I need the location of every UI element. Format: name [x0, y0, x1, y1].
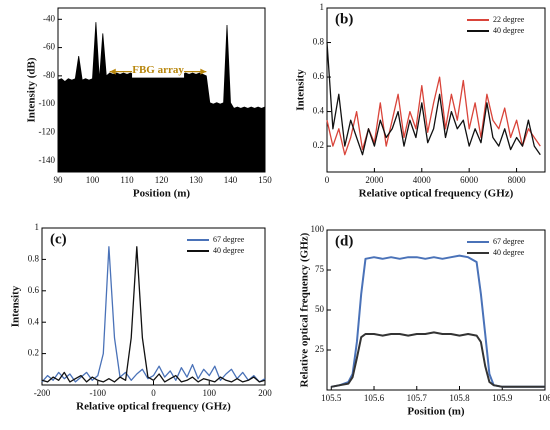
- legend-label: 67 degree: [213, 235, 245, 244]
- x-axis-label: Relative optical frequency (GHz): [359, 188, 514, 200]
- x-axis-label: Position (m): [133, 188, 190, 200]
- y-tick-label: 0.2: [313, 140, 324, 150]
- legend-label: 40 degree: [493, 248, 525, 257]
- y-tick-label: 0.8: [28, 253, 40, 263]
- x-axis-label: Relative optical frequency (GHz): [76, 401, 231, 413]
- y-axis-label: Intensity (dB): [26, 57, 38, 122]
- panel-label: (c): [50, 231, 67, 247]
- y-tick-label: 75: [315, 264, 325, 274]
- y-tick-label: 1: [320, 2, 325, 12]
- y-tick-label: 0.8: [313, 37, 325, 47]
- x-tick-label: 2000: [365, 175, 384, 185]
- legend-label: 40 degree: [213, 246, 245, 255]
- x-tick-label: -200: [34, 388, 51, 398]
- x-tick-label: 90: [54, 175, 64, 185]
- x-tick-label: 8000: [508, 175, 527, 185]
- y-tick-label: 100: [311, 224, 325, 234]
- y-tick-label: -60: [43, 42, 55, 52]
- line: [331, 331, 545, 388]
- y-tick-label: 0.4: [313, 106, 325, 116]
- plot-frame: [326, 7, 546, 173]
- x-tick-label: 105.5: [321, 393, 342, 403]
- y-tick-label: 0.4: [28, 316, 40, 326]
- x-tick-label: 110: [120, 175, 134, 185]
- y-tick-label: 1: [35, 222, 40, 232]
- x-tick-label: 100: [86, 175, 100, 185]
- panel-label: (d): [335, 233, 353, 249]
- legend-label: 40 degree: [493, 26, 525, 35]
- y-tick-label: 25: [315, 344, 325, 354]
- panel-label: (b): [335, 11, 353, 27]
- y-axis-label: Intensity: [10, 285, 22, 327]
- y-tick-label: -140: [39, 155, 56, 165]
- y-tick-label: -80: [43, 70, 55, 80]
- x-tick-label: 0: [151, 388, 156, 398]
- x-tick-label: 105.8: [449, 393, 470, 403]
- x-tick-label: 6000: [460, 175, 479, 185]
- x-tick-label: 105.6: [364, 393, 385, 403]
- line: [331, 254, 545, 388]
- y-tick-label: 50: [315, 304, 325, 314]
- x-tick-label: 106: [538, 393, 550, 403]
- panel-label: (a): [66, 11, 84, 27]
- y-tick-label: -40: [43, 13, 55, 23]
- line: [326, 42, 541, 156]
- legend-label: 67 degree: [493, 237, 525, 246]
- x-tick-label: 0: [325, 175, 330, 185]
- x-tick-label: 4000: [413, 175, 432, 185]
- y-tick-label: 0.6: [28, 285, 40, 295]
- y-tick-label: 0.2: [28, 348, 39, 358]
- y-tick-label: -100: [39, 98, 56, 108]
- x-tick-label: 100: [203, 388, 217, 398]
- x-tick-label: 200: [258, 388, 272, 398]
- x-tick-label: 150: [258, 175, 272, 185]
- y-tick-label: 0.6: [313, 71, 325, 81]
- line: [326, 76, 541, 156]
- x-tick-label: 105.7: [407, 393, 428, 403]
- x-tick-label: 140: [224, 175, 238, 185]
- annotation-bg: [132, 63, 185, 78]
- x-tick-label: 120: [155, 175, 169, 185]
- y-tick-label: -120: [39, 126, 56, 136]
- line: [41, 246, 266, 383]
- x-tick-label: -100: [90, 388, 107, 398]
- line: [41, 246, 266, 383]
- annotation: FBG array: [132, 64, 184, 76]
- y-axis-label: Relative optical frequency (GHz): [299, 232, 311, 387]
- legend-label: 22 degree: [493, 15, 525, 24]
- x-tick-label: 105.9: [492, 393, 513, 403]
- area: [57, 22, 266, 173]
- y-axis-label: Intensity: [295, 69, 307, 111]
- x-tick-label: 130: [189, 175, 203, 185]
- x-axis-label: Position (m): [407, 406, 464, 418]
